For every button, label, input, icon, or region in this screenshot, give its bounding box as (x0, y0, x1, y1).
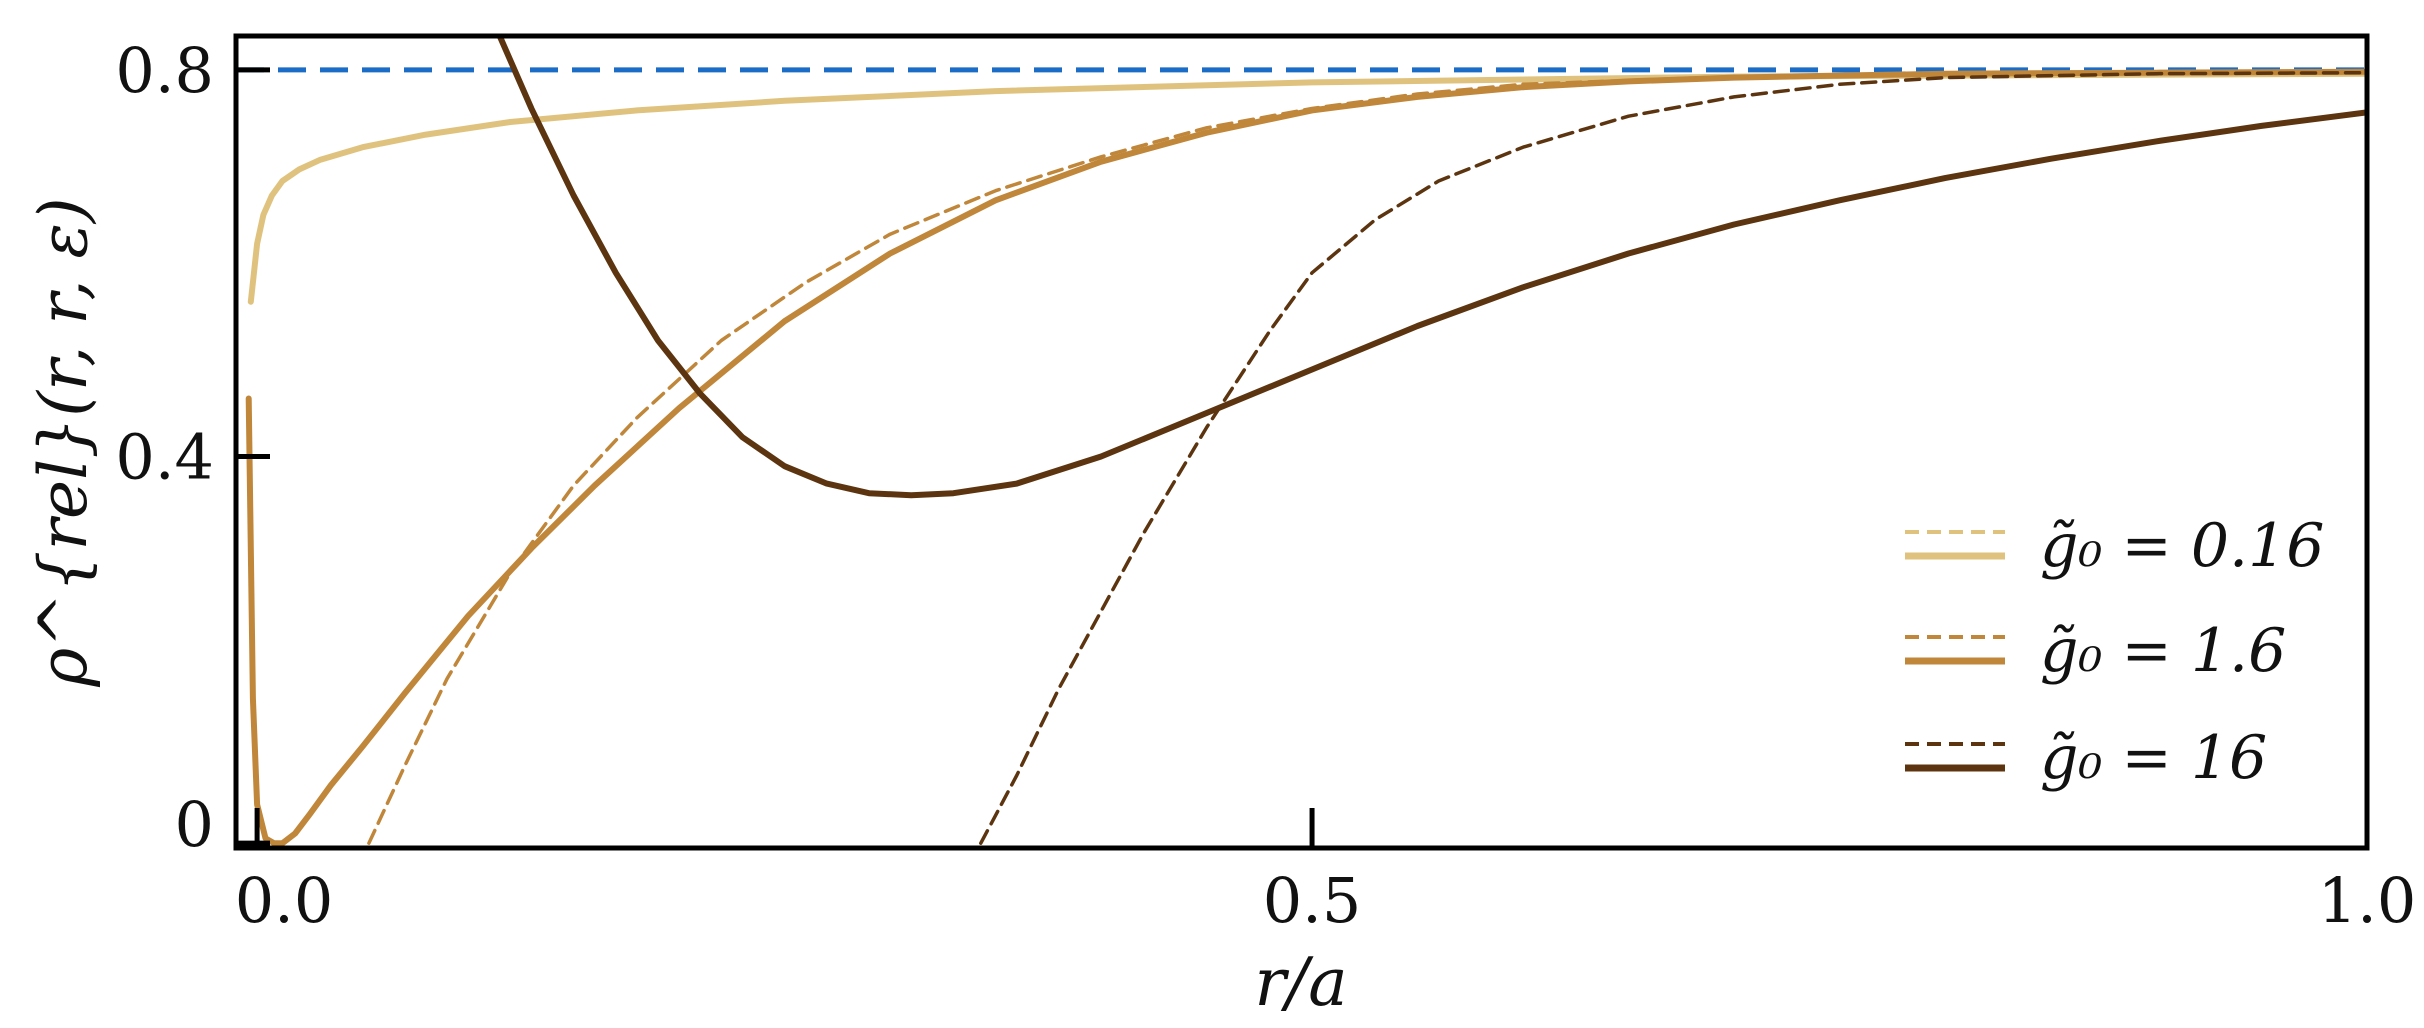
x-axis-label: r/a (1254, 944, 1347, 1021)
y-tick-label: 0.8 (115, 34, 214, 107)
plot-frame (233, 33, 2370, 851)
legend: g̃₀ = 0.16 g̃₀ = 1.6 g̃₀ = 16 (1905, 511, 2324, 793)
legend-item: g̃₀ = 1.6 (1905, 616, 2286, 686)
series-line-dashed (979, 70, 2367, 845)
x-tick-label: 0.0 (235, 864, 334, 937)
y-tick-label: 0.4 (115, 421, 214, 494)
series-line-solid (245, 68, 2367, 847)
x-tick-label: 0.5 (1263, 864, 1362, 937)
legend-label: g̃₀ = 1.6 (2040, 616, 2286, 686)
x-tick-label: 1.0 (2318, 864, 2417, 937)
legend-label: g̃₀ = 16 (2040, 723, 2267, 793)
y-tick-label: 0 (175, 788, 214, 861)
legend-item: g̃₀ = 0.16 (1905, 511, 2324, 581)
series-line-solid (496, 36, 2367, 499)
legend-item: g̃₀ = 16 (1905, 723, 2267, 793)
axis-ticks: 0.0 0.5 1.0 0 0.4 0.8 (115, 34, 2416, 937)
legend-label: g̃₀ = 0.16 (2040, 511, 2324, 581)
y-axis-label: ρ^{rel}(r, r, ε) (25, 197, 102, 687)
series-line-solid (247, 70, 2367, 305)
plot-area (236, 36, 2367, 847)
